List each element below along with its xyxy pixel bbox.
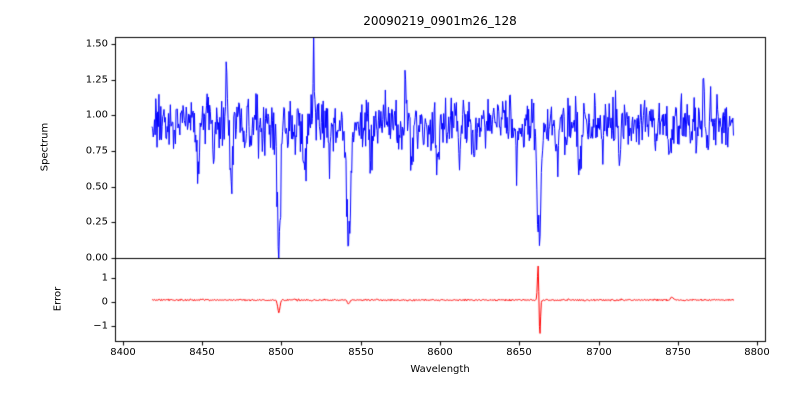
spectrum-tick-label-1.00: 1.00 <box>85 109 108 121</box>
error-tick-label-1: 1 <box>101 272 108 284</box>
chart-title: 20090219_0901m26_128 <box>363 14 517 28</box>
x-tick-label-8400: 8400 <box>110 347 136 358</box>
x-axis-label: Wavelength <box>410 364 470 375</box>
error-tick-label-−1: −1 <box>93 320 108 332</box>
x-tick-label-8550: 8550 <box>348 347 374 358</box>
spectrum-y-axis-label: Spectrum <box>39 122 51 172</box>
x-tick-label-8800: 8800 <box>744 347 770 358</box>
x-tick-label-8450: 8450 <box>189 347 215 358</box>
spectrum-tick-label-0.00: 0.00 <box>85 252 108 264</box>
error-y-axis-label: Error <box>52 286 64 312</box>
spectrum-tick-label-1.25: 1.25 <box>85 74 108 86</box>
x-tick-label-8600: 8600 <box>427 347 453 358</box>
x-tick-label-8750: 8750 <box>665 347 691 358</box>
spectrum-tick-label-0.50: 0.50 <box>85 181 108 193</box>
x-tick-label-8650: 8650 <box>506 347 532 358</box>
spectrum-tick-label-0.75: 0.75 <box>85 145 108 157</box>
spectrum-tick-label-1.50: 1.50 <box>85 38 108 50</box>
x-tick-label-8500: 8500 <box>268 347 294 358</box>
x-tick-label-8700: 8700 <box>586 347 612 358</box>
error-tick-label-0: 0 <box>101 296 108 308</box>
spectrum-tick-label-0.25: 0.25 <box>85 216 108 228</box>
